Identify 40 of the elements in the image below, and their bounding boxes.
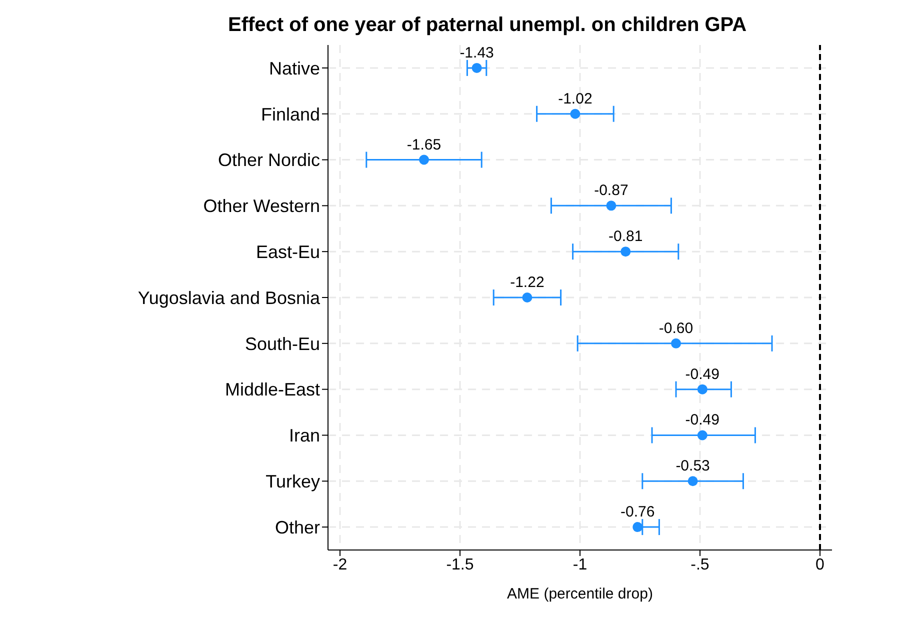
y-tick-label: Finland bbox=[260, 104, 320, 124]
x-tick-label: -1.5 bbox=[446, 556, 474, 574]
point bbox=[671, 338, 681, 348]
y-tick-label: Other bbox=[274, 517, 320, 538]
point bbox=[472, 62, 482, 73]
data-label: -1.43 bbox=[460, 44, 494, 62]
y-tick-label: East-Eu bbox=[256, 242, 320, 262]
point bbox=[620, 246, 631, 257]
point bbox=[697, 384, 708, 394]
point bbox=[606, 200, 616, 211]
data-label: -1.02 bbox=[558, 90, 592, 108]
data-label: -0.49 bbox=[685, 366, 720, 383]
x-axis-title: AME (percentile drop) bbox=[507, 586, 653, 603]
x-tick-label: -1 bbox=[572, 556, 588, 574]
point bbox=[688, 476, 698, 486]
point bbox=[522, 292, 532, 302]
data-label: -0.53 bbox=[676, 458, 710, 475]
data-label: -0.60 bbox=[658, 320, 694, 337]
data-label: -1.22 bbox=[510, 274, 544, 291]
chart-title: Effect of one year of paternal unempl. on children GPA bbox=[228, 14, 747, 37]
y-tick-label: Other Nordic bbox=[218, 150, 320, 170]
data-label: -1.65 bbox=[406, 136, 442, 154]
point bbox=[697, 430, 708, 440]
point bbox=[570, 108, 580, 119]
point bbox=[419, 154, 429, 165]
x-tick-label: -.5 bbox=[690, 556, 710, 574]
y-tick-label: Iran bbox=[288, 426, 320, 446]
data-label: -0.49 bbox=[685, 412, 720, 429]
y-tick-label: Turkey bbox=[266, 472, 320, 492]
point bbox=[632, 522, 643, 532]
data-label: -0.87 bbox=[594, 182, 628, 200]
y-tick-label: Middle-East bbox=[224, 380, 320, 400]
data-label: -0.81 bbox=[608, 228, 643, 246]
data-label: -0.76 bbox=[620, 504, 655, 521]
x-tick-label: -2 bbox=[332, 556, 348, 574]
y-tick-label: Yugoslavia and Bosnia bbox=[138, 288, 321, 308]
x-tick-label: 0 bbox=[816, 556, 825, 574]
y-tick-label: Native bbox=[268, 58, 320, 78]
y-tick-label: South-Eu bbox=[244, 334, 320, 354]
y-tick-label: Other Western bbox=[203, 196, 320, 216]
